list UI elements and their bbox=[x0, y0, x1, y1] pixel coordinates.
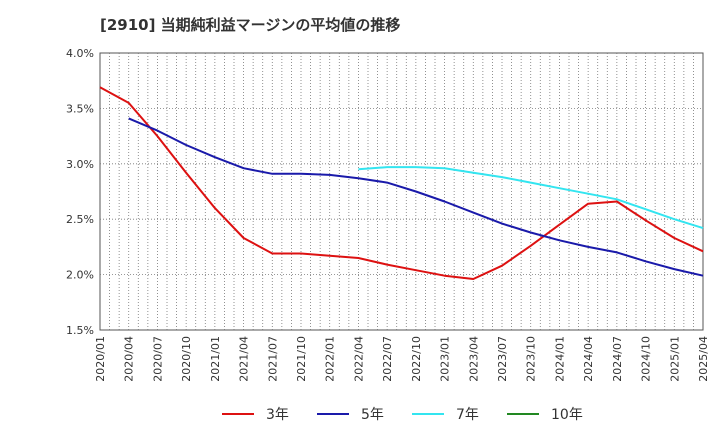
x-tick-label: 2021/07 bbox=[266, 336, 279, 382]
legend-label: 5年 bbox=[361, 407, 384, 423]
x-tick-label: 2022/07 bbox=[381, 336, 394, 382]
legend-label: 3年 bbox=[266, 407, 289, 423]
x-tick-label: 2022/04 bbox=[352, 336, 365, 382]
x-tick-label: 2024/10 bbox=[640, 336, 653, 382]
x-tick-label: 2025/01 bbox=[668, 336, 681, 382]
x-tick-label: 2020/04 bbox=[123, 336, 136, 382]
x-tick-label: 2024/01 bbox=[553, 336, 566, 382]
x-tick-label: 2023/04 bbox=[467, 336, 480, 382]
x-tick-label: 2022/10 bbox=[410, 336, 423, 382]
y-axis: 1.5% 2.0% 2.5% 3.0% 3.5% 4.0% bbox=[66, 47, 94, 337]
x-tick-label: 2023/10 bbox=[525, 336, 538, 382]
x-tick-label: 2024/07 bbox=[611, 336, 624, 382]
legend-label: 10年 bbox=[551, 407, 583, 423]
y-tick-label: 3.5% bbox=[66, 102, 94, 115]
plot-area bbox=[99, 52, 704, 331]
x-tick-label: 2020/07 bbox=[151, 336, 164, 382]
series-line-3年 bbox=[99, 86, 704, 280]
series-line-7年 bbox=[358, 166, 704, 230]
grid bbox=[99, 52, 704, 331]
y-tick-label: 4.0% bbox=[66, 47, 94, 60]
x-tick-label: 2020/01 bbox=[94, 336, 107, 382]
y-tick-label: 3.0% bbox=[66, 158, 94, 171]
x-tick-label: 2021/10 bbox=[295, 336, 308, 382]
x-tick-label: 2021/01 bbox=[209, 336, 222, 382]
x-tick-label: 2024/04 bbox=[582, 336, 595, 382]
x-tick-label: 2021/04 bbox=[238, 336, 251, 382]
y-tick-label: 1.5% bbox=[66, 324, 94, 337]
x-tick-label: 2023/01 bbox=[439, 336, 452, 382]
chart-title: [2910] 当期純利益マージンの平均値の推移 bbox=[100, 16, 401, 34]
plot-lines bbox=[99, 86, 704, 280]
legend-label: 7年 bbox=[456, 407, 479, 423]
y-tick-label: 2.0% bbox=[66, 269, 94, 282]
x-tick-label: 2025/04 bbox=[697, 336, 710, 382]
y-tick-label: 2.5% bbox=[66, 213, 94, 226]
x-tick-label: 2023/07 bbox=[496, 336, 509, 382]
x-axis: 2020/01 2020/04 2020/07 2020/10 2021/01 2021/… bbox=[94, 336, 710, 382]
legend: 3年 5年 7年 10年 bbox=[222, 407, 583, 423]
x-tick-label: 2022/01 bbox=[324, 336, 337, 382]
x-tick-label: 2020/10 bbox=[180, 336, 193, 382]
series-line-5年 bbox=[128, 117, 704, 277]
